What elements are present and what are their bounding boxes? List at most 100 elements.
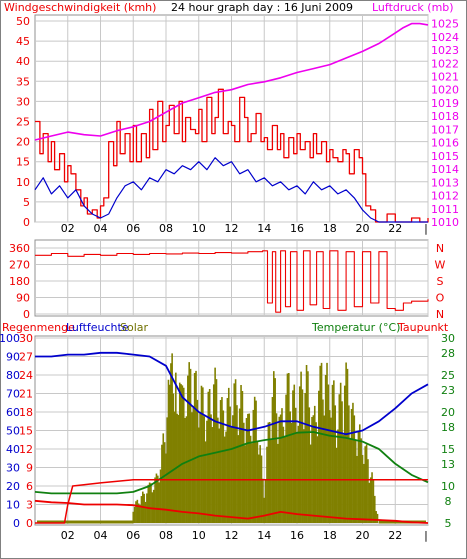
- humidity-line: [35, 351, 429, 436]
- rain-tick-label: 30: [19, 332, 33, 345]
- pressure-tick-label: 1021: [431, 71, 459, 84]
- pressure-tick-label: 1019: [431, 97, 459, 110]
- direction-tick-label: 0: [23, 308, 30, 321]
- dewpoint-line: [34, 499, 429, 524]
- pressure-tick-label: 1013: [431, 176, 459, 189]
- wind-tick-label: 25: [16, 116, 30, 129]
- climate-x-tick-label: 18: [323, 529, 337, 542]
- climate-x-tick-label: 08: [159, 529, 173, 542]
- climate-x-tick-label: 12: [225, 529, 239, 542]
- humidity-tick-label: 0: [13, 517, 20, 530]
- pressure-tick-label: 1011: [431, 203, 459, 216]
- humidity-tick-label: 100: [0, 332, 20, 345]
- climate-x-tick-label: |: [424, 529, 428, 542]
- rain-tick-label: 6: [26, 480, 33, 493]
- pressure-tick-label: 1015: [431, 150, 459, 163]
- temperature-tick-label: 28: [441, 347, 455, 360]
- pressure-tick-label: 1018: [431, 110, 459, 123]
- climate-x-tick-label: 10: [192, 529, 206, 542]
- pressure-axis-title: Luftdruck (mb): [372, 1, 454, 14]
- rain-line: [35, 479, 428, 524]
- humidity-axis-title: Luftfeuchte: [66, 321, 129, 334]
- wind-tick-label: 40: [16, 55, 30, 68]
- pressure-tick-label: 1023: [431, 44, 459, 57]
- wind-axis-title: Windgeschwindigkeit (kmh): [4, 1, 156, 14]
- direction-tick-label: 90: [16, 292, 30, 305]
- climate-x-tick-label: 04: [94, 529, 108, 542]
- pressure-tick-label: 1024: [431, 31, 459, 44]
- wind-tick-label: 10: [16, 176, 30, 189]
- wind-direction-line: [35, 250, 429, 313]
- pressure-line: [34, 22, 429, 141]
- wind-x-tick-label: 02: [61, 222, 75, 235]
- climate-x-tick-label: 14: [257, 529, 271, 542]
- wind-tick-label: 20: [16, 136, 30, 149]
- pressure-tick-label: 1014: [431, 163, 459, 176]
- rain-tick-label: 0: [26, 517, 33, 530]
- humidity-tick-label: 90: [6, 351, 20, 364]
- climate-x-tick-label: 02: [61, 529, 75, 542]
- direction-tick-label: 270: [9, 259, 30, 272]
- dewpoint-axis-title: Taupunkt: [397, 321, 449, 334]
- temperature-tick-label: 13: [441, 458, 455, 471]
- rain-tick-label: 9: [26, 462, 33, 475]
- chart-title: 24 hour graph day : 16 Juni 2009: [171, 1, 353, 14]
- temperature-tick-label: 30: [441, 332, 455, 345]
- pressure-tick-label: 1012: [431, 190, 459, 203]
- climate-x-tick-label: 22: [388, 529, 402, 542]
- wind-tick-label: 35: [16, 75, 30, 88]
- wind-x-tick-label: 12: [225, 222, 239, 235]
- tick-labels: 0510152025303540455010101011101210131014…: [0, 15, 459, 542]
- temperature-tick-label: 18: [441, 421, 455, 434]
- direction-tick-label: 180: [9, 275, 30, 288]
- pressure-tick-label: 1022: [431, 57, 459, 70]
- direction-compass-label: O: [436, 292, 445, 305]
- wind-tick-label: 5: [23, 196, 30, 209]
- temperature-tick-label: 8: [445, 495, 452, 508]
- rain-axis-title: Regenmenge: [2, 321, 75, 334]
- humidity-tick-label: 60: [6, 406, 20, 419]
- temperature-tick-label: 5: [445, 517, 452, 530]
- wind-x-tick-label: 20: [356, 222, 370, 235]
- rain-tick-label: 12: [19, 443, 33, 456]
- temperature-tick-label: 23: [441, 384, 455, 397]
- humidity-tick-label: 30: [6, 462, 20, 475]
- direction-compass-label: W: [435, 259, 446, 272]
- humidity-tick-label: 40: [6, 443, 20, 456]
- wind-tick-label: 0: [23, 216, 30, 229]
- direction-tick-label: 360: [9, 242, 30, 255]
- series-lines: [34, 22, 429, 524]
- temperature-tick-label: 15: [441, 443, 455, 456]
- wind-x-tick-label: 16: [290, 222, 304, 235]
- direction-compass-label: N: [436, 308, 444, 321]
- humidity-tick-label: 10: [6, 499, 20, 512]
- wind-x-tick-label: |: [424, 222, 428, 235]
- wind-x-tick-label: 14: [257, 222, 271, 235]
- humidity-tick-label: 70: [6, 388, 20, 401]
- rain-tick-label: 18: [19, 406, 33, 419]
- solar-axis-title: Solar: [120, 321, 149, 334]
- pressure-tick-label: 1017: [431, 123, 459, 136]
- wind-x-tick-label: 10: [192, 222, 206, 235]
- rain-tick-label: 3: [26, 499, 33, 512]
- climate-x-tick-label: 16: [290, 529, 304, 542]
- temperature-tick-label: 25: [441, 369, 455, 382]
- direction-compass-label: N: [436, 242, 444, 255]
- rain-tick-label: 24: [19, 369, 33, 382]
- humidity-tick-label: 80: [6, 369, 20, 382]
- direction-compass-label: S: [437, 275, 444, 288]
- climate-x-tick-label: 20: [356, 529, 370, 542]
- rain-tick-label: 21: [19, 388, 33, 401]
- temperature-tick-label: 10: [441, 480, 455, 493]
- rain-tick-label: 27: [19, 351, 33, 364]
- temperature-line: [34, 431, 429, 495]
- pressure-tick-label: 1016: [431, 137, 459, 150]
- temperature-axis-title: Temperatur (°C): [311, 321, 400, 334]
- wind-tick-label: 15: [16, 156, 30, 169]
- wind-tick-label: 50: [16, 15, 30, 28]
- wind-x-tick-label: 18: [323, 222, 337, 235]
- wind-x-tick-label: 22: [388, 222, 402, 235]
- humidity-tick-label: 20: [6, 480, 20, 493]
- climate-x-tick-label: 06: [126, 529, 140, 542]
